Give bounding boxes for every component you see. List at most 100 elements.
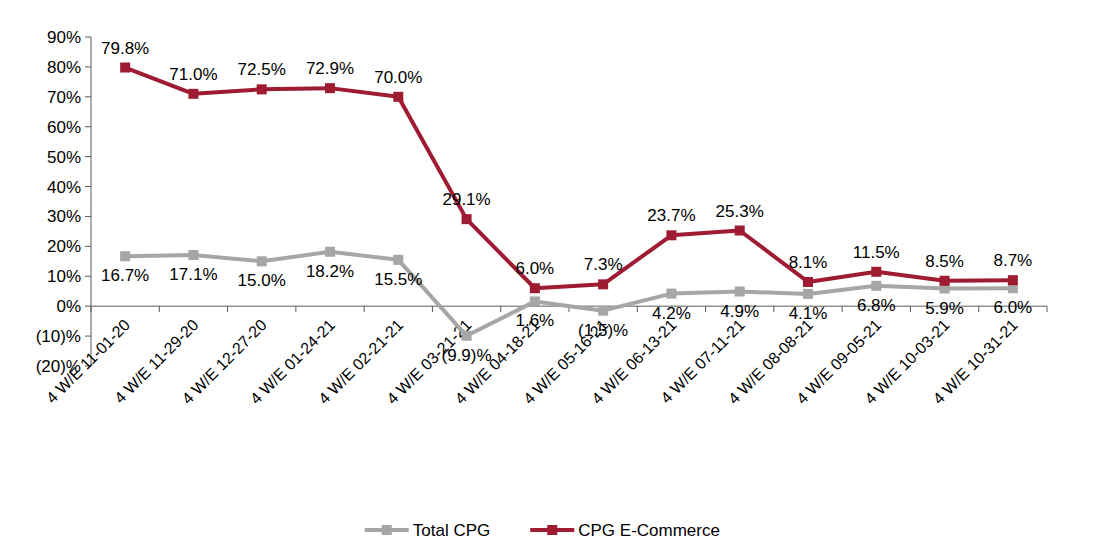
x-tick	[978, 306, 979, 312]
series-marker	[257, 256, 267, 266]
series-marker	[120, 251, 130, 261]
data-label: 6.0%	[515, 259, 554, 278]
y-tick-label: 80%	[47, 58, 81, 77]
x-tick	[910, 306, 911, 312]
data-label: 8.7%	[993, 251, 1032, 270]
data-label: (1.5)%	[578, 321, 628, 340]
y-tick-label: 60%	[47, 118, 81, 137]
x-tick	[705, 306, 706, 312]
data-label: 7.3%	[584, 255, 623, 274]
series-marker	[1008, 275, 1018, 285]
data-label: (9.9)%	[442, 346, 492, 365]
data-label: 72.9%	[306, 59, 354, 78]
y-tick	[85, 216, 91, 217]
series-line	[125, 252, 1013, 336]
series-marker	[598, 279, 608, 289]
chart: (20)%(10)%0%10%20%30%40%50%60%70%80%90%4…	[0, 0, 1108, 553]
series-marker	[393, 92, 403, 102]
series-marker	[257, 84, 267, 94]
y-tick	[85, 96, 91, 97]
y-tick	[85, 126, 91, 127]
series-marker	[188, 250, 198, 260]
x-tick	[91, 306, 92, 312]
x-tick	[227, 306, 228, 312]
y-tick	[85, 306, 91, 307]
x-tick	[500, 306, 501, 312]
y-tick	[85, 156, 91, 157]
y-axis	[91, 37, 92, 366]
series-marker	[803, 289, 813, 299]
y-tick	[85, 336, 91, 337]
data-label: 6.0%	[993, 298, 1032, 317]
x-tick	[1047, 306, 1048, 312]
plot-area	[120, 63, 1018, 341]
data-label: 71.0%	[169, 65, 217, 84]
series-marker	[120, 63, 130, 73]
series-marker	[530, 296, 540, 306]
legend: Total CPG CPG E-Commerce	[365, 521, 720, 540]
y-tick-label: 10%	[47, 267, 81, 286]
legend-label: Total CPG	[413, 521, 490, 540]
data-label: 29.1%	[442, 190, 490, 209]
x-tick-label: 4 W/E 10-31-21	[930, 316, 1021, 407]
x-tick	[842, 306, 843, 312]
legend-label: CPG E-Commerce	[578, 521, 720, 540]
y-tick-label: 90%	[47, 28, 81, 47]
data-label: 6.8%	[857, 296, 896, 315]
series-marker	[940, 276, 950, 286]
data-label: 17.1%	[169, 265, 217, 284]
y-tick	[85, 246, 91, 247]
y-tick-label: (10)%	[36, 327, 81, 346]
series-marker	[735, 226, 745, 236]
series-marker	[188, 89, 198, 99]
series-marker	[325, 247, 335, 257]
series-marker	[803, 277, 813, 287]
series-marker	[462, 214, 472, 224]
data-label: 4.1%	[789, 304, 828, 323]
y-tick	[85, 66, 91, 67]
y-tick-label: 30%	[47, 207, 81, 226]
series-marker	[871, 281, 881, 291]
y-tick	[85, 37, 91, 38]
x-tick	[159, 306, 160, 312]
y-tick-label: 20%	[47, 237, 81, 256]
data-label: 23.7%	[647, 206, 695, 225]
data-label: 25.3%	[716, 202, 764, 221]
x-tick	[637, 306, 638, 312]
y-tick	[85, 186, 91, 187]
data-label: 11.5%	[853, 243, 900, 262]
data-label: 1.6%	[515, 311, 554, 330]
series-line	[125, 68, 1013, 289]
x-tick	[364, 306, 365, 312]
y-tick	[85, 276, 91, 277]
data-labels: 16.7% 17.1% 15.0% 18.2% 15.5% (9.9)% 1.6% (1.5)…	[101, 39, 1032, 365]
y-tick-label: 0%	[56, 297, 81, 316]
series-marker	[393, 255, 403, 265]
series-marker	[871, 267, 881, 277]
y-tick-label: 70%	[47, 88, 81, 107]
data-label: 8.1%	[789, 253, 828, 272]
x-tick	[773, 306, 774, 312]
series-marker	[462, 331, 472, 341]
y-tick-label: 40%	[47, 178, 81, 197]
x-tick	[432, 306, 433, 312]
data-label: 4.2%	[652, 304, 691, 323]
x-tick	[295, 306, 296, 312]
data-label: 72.5%	[238, 60, 286, 79]
series-marker	[666, 289, 676, 299]
series-marker	[735, 287, 745, 297]
data-label: 18.2%	[306, 262, 354, 281]
data-label: 4.9%	[720, 302, 759, 321]
y-tick-label: 50%	[47, 148, 81, 167]
data-label: 15.0%	[238, 271, 286, 290]
data-label: 15.5%	[374, 270, 422, 289]
data-label: 79.8%	[101, 39, 149, 58]
legend-marker	[547, 525, 557, 535]
data-label: 5.9%	[925, 299, 964, 318]
series-marker	[325, 83, 335, 93]
data-label: 16.7%	[101, 266, 149, 285]
series-marker	[598, 306, 608, 316]
data-label: 70.0%	[374, 68, 422, 87]
series-marker	[666, 230, 676, 240]
data-label: 8.5%	[925, 252, 964, 271]
